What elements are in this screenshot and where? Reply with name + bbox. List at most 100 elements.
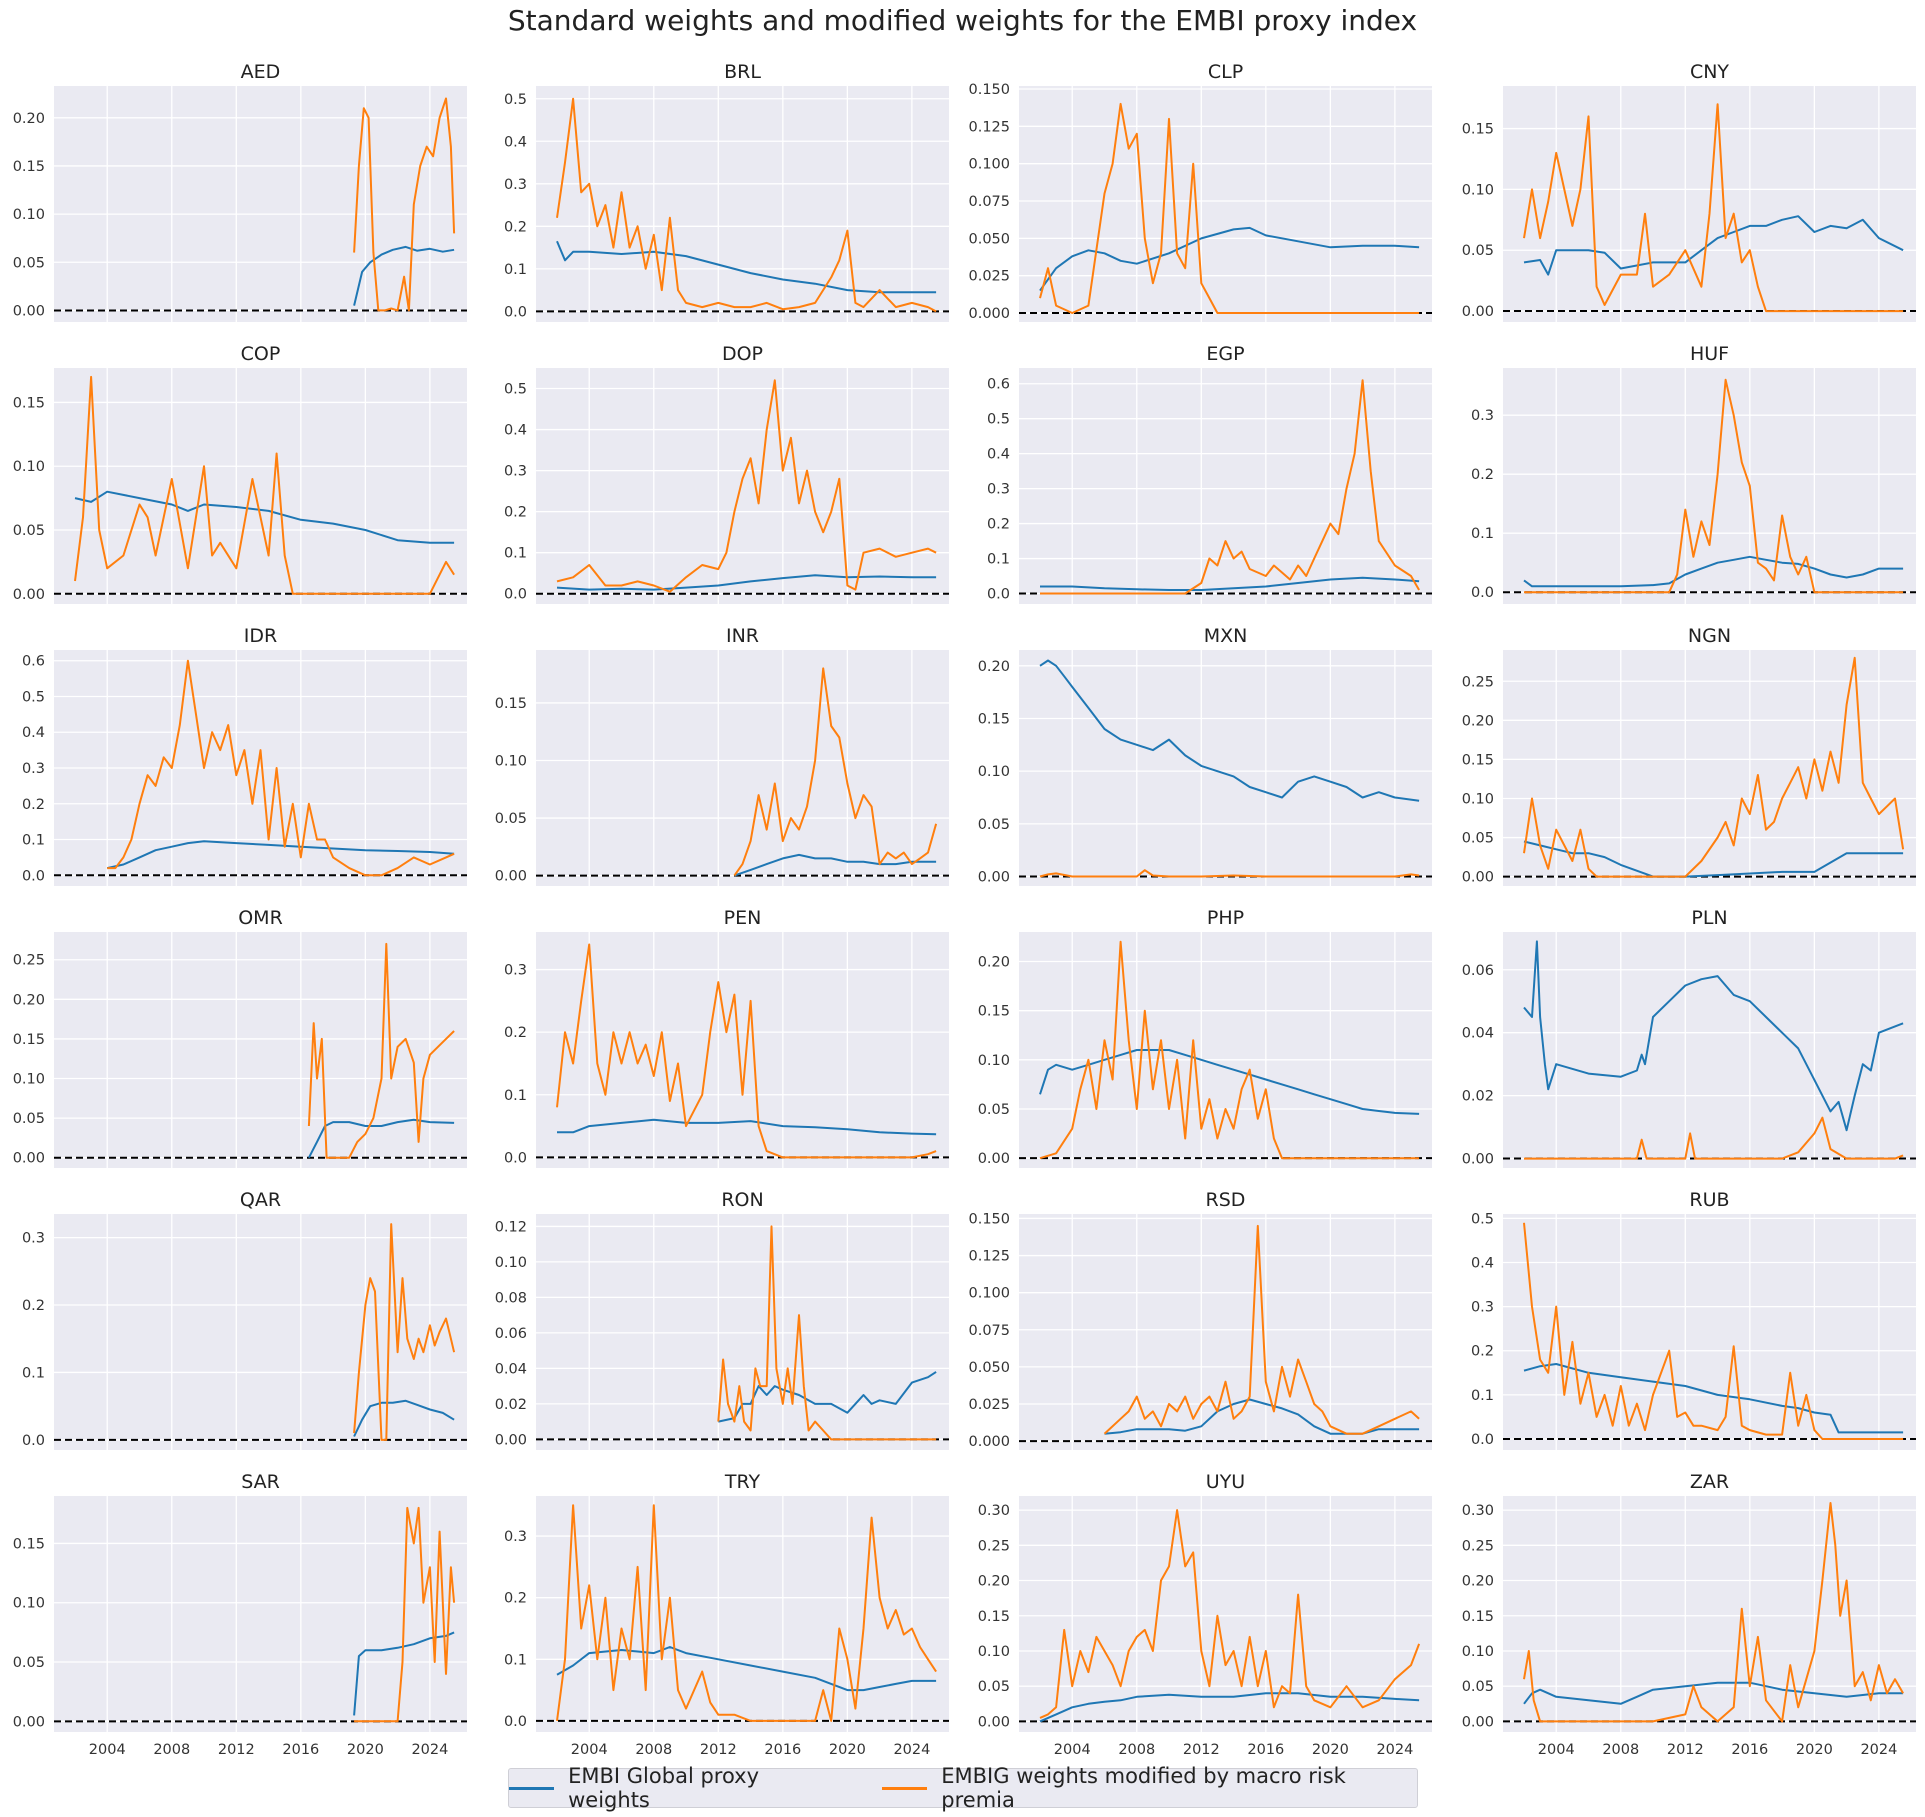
modified-weights-line-try	[556, 1504, 937, 1722]
panel-ron: 0.00 0.02 0.04 0.06 0.08 0.10 0.12 RON	[495, 1189, 949, 1450]
y-tick-label: 0.05	[13, 523, 45, 539]
panel-inr: 0.00 0.05 0.10 0.15 INR	[495, 625, 949, 886]
y-tick-label: 0.1	[504, 262, 527, 278]
y-tick-label: 0.1	[22, 833, 45, 849]
y-tick-label: 0.2	[1471, 1344, 1494, 1360]
y-tick-label: 0.15	[13, 395, 45, 411]
standard-weights-line-pln	[1523, 940, 1904, 1132]
y-tick-label: 0.06	[1462, 963, 1494, 979]
modified-weights-line-aed	[353, 97, 456, 312]
y-tick-label: 0.4	[504, 134, 527, 150]
y-tick-label: 0.06	[495, 1326, 527, 1342]
panel-title-clp: CLP	[1208, 61, 1243, 83]
modified-weights-line-inr	[733, 667, 938, 877]
y-tick-label: 0.1	[22, 1365, 45, 1381]
y-tick-label: 0.050	[968, 231, 1010, 247]
y-tick-label: 0.0	[504, 1150, 527, 1166]
y-tick-label: 0.20	[13, 111, 45, 127]
y-tick-label: 0.10	[978, 764, 1010, 780]
y-tick-label: 0.3	[22, 1231, 45, 1247]
standard-weights-line-clp	[1039, 226, 1420, 292]
panel-title-try: TRY	[724, 1471, 761, 1493]
modified-weights-line-mxn	[1039, 869, 1420, 878]
figure-title: Standard weights and modified weights fo…	[507, 4, 1418, 37]
panel-background-try	[536, 1496, 949, 1732]
y-tick-label: 0.00	[1462, 1152, 1494, 1168]
y-tick-label: 0.20	[1462, 713, 1494, 729]
legend-item-standard: EMBI Global proxy weights	[509, 1764, 842, 1812]
x-tick-label: 2016	[282, 1742, 319, 1758]
x-tick-label: 2024	[893, 1742, 930, 1758]
y-tick-label: 0.15	[1462, 1609, 1494, 1625]
panel-background-rub	[1503, 1214, 1916, 1450]
modified-weights-line-uyu	[1039, 1509, 1421, 1719]
y-tick-label: 0.3	[504, 963, 527, 979]
x-tick-label: 2016	[764, 1742, 801, 1758]
y-tick-label: 0.00	[1462, 304, 1494, 320]
y-tick-label: 0.20	[978, 955, 1010, 971]
standard-weights-line-huf	[1523, 555, 1904, 588]
y-tick-label: 0.15	[495, 696, 527, 712]
y-tick-label: 0.2	[987, 517, 1010, 533]
legend-swatch-modified	[882, 1786, 928, 1790]
y-tick-label: 0.1	[504, 1652, 527, 1668]
panel-dop: 0.0 0.1 0.2 0.3 0.4 0.5 DOP	[504, 343, 949, 604]
y-tick-label: 0.05	[13, 1111, 45, 1127]
panel-mxn: 0.00 0.05 0.10 0.15 0.20 MXN	[978, 625, 1432, 886]
panel-background-dop	[536, 368, 949, 604]
y-tick-label: 0.15	[13, 159, 45, 175]
y-tick-label: 0.1	[987, 552, 1010, 568]
modified-weights-line-dop	[556, 379, 937, 593]
panel-background-pln	[1503, 932, 1916, 1168]
y-tick-label: 0.0	[22, 868, 45, 884]
y-tick-label: 0.25	[1462, 1538, 1494, 1554]
y-tick-label: 0.20	[13, 992, 45, 1008]
y-tick-label: 0.1	[504, 1088, 527, 1104]
y-tick-label: 0.15	[978, 1609, 1010, 1625]
modified-weights-line-cny	[1523, 103, 1904, 313]
panel-background-aed	[54, 86, 467, 322]
panel-background-inr	[536, 650, 949, 886]
y-tick-label: 0.15	[1462, 752, 1494, 768]
x-tick-label: 2024	[1376, 1742, 1413, 1758]
y-tick-label: 0.00	[978, 870, 1010, 886]
y-tick-label: 0.10	[13, 1072, 45, 1088]
y-tick-label: 0.6	[22, 654, 45, 670]
standard-weights-line-omr	[308, 1118, 455, 1159]
panel-title-aed: AED	[241, 61, 281, 83]
standard-weights-line-mxn	[1039, 659, 1420, 802]
y-tick-label: 0.2	[504, 1025, 527, 1041]
y-tick-label: 0.4	[504, 423, 527, 439]
y-tick-label: 0.10	[495, 754, 527, 770]
y-tick-label: 0.10	[978, 1053, 1010, 1069]
standard-weights-line-zar	[1523, 1681, 1904, 1705]
x-tick-label: 2020	[1312, 1742, 1349, 1758]
panel-zar: 0.00 0.05 0.10 0.15 0.20 0.25 0.30 2004 2008 2012…	[1462, 1471, 1916, 1758]
panel-background-ngn	[1503, 650, 1916, 886]
x-tick-label: 2004	[89, 1742, 126, 1758]
y-tick-label: 0.125	[968, 119, 1010, 135]
y-tick-label: 0.00	[495, 869, 527, 885]
standard-weights-line-cny	[1523, 215, 1904, 276]
y-tick-label: 0.2	[1471, 467, 1494, 483]
x-tick-label: 2024	[1860, 1742, 1897, 1758]
y-tick-label: 0.2	[22, 797, 45, 813]
panel-background-zar	[1503, 1496, 1916, 1732]
panel-title-sar: SAR	[241, 1471, 280, 1493]
y-tick-label: 0.000	[968, 306, 1010, 322]
y-tick-label: 0.25	[978, 1538, 1010, 1554]
y-tick-label: 0.150	[968, 82, 1010, 98]
y-tick-label: 0.1	[504, 546, 527, 562]
y-tick-label: 0.5	[504, 92, 527, 108]
x-tick-label: 2024	[411, 1742, 448, 1758]
panel-rub: 0.0 0.1 0.2 0.3 0.4 0.5 RUB	[1471, 1189, 1916, 1450]
y-tick-label: 0.075	[968, 1323, 1010, 1339]
legend-label-modified: EMBIG weights modified by macro risk pre…	[941, 1764, 1346, 1812]
y-tick-label: 0.00	[978, 1714, 1010, 1730]
panel-background-huf	[1503, 368, 1916, 604]
y-tick-label: 0.12	[495, 1219, 527, 1235]
y-tick-label: 0.10	[13, 1596, 45, 1612]
y-tick-label: 0.2	[504, 219, 527, 235]
y-tick-label: 0.5	[987, 412, 1010, 428]
modified-weights-line-pln	[1524, 1116, 1904, 1160]
